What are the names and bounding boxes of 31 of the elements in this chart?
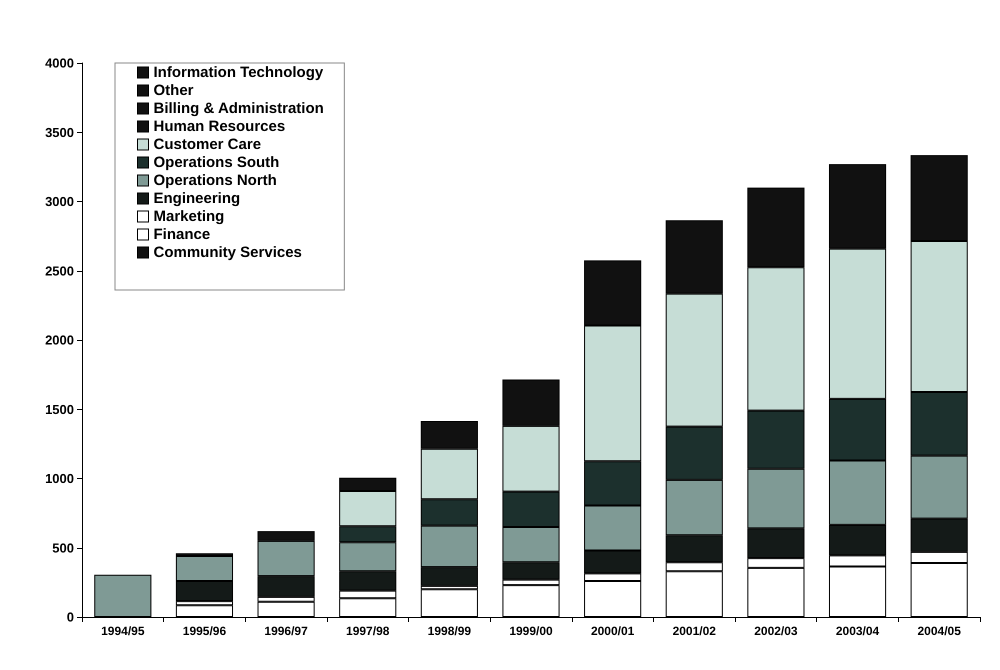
x-tick-label: 1994/95	[101, 624, 145, 638]
y-tick-label: 1500	[45, 402, 74, 417]
legend-label: Customer Care	[154, 136, 262, 153]
y-tick-label: 4000	[45, 56, 74, 70]
x-tick-label: 2000/01	[590, 624, 635, 638]
x-tick-label: 1997/98	[346, 624, 390, 638]
legend-label: Operations South	[154, 154, 280, 171]
legend-label: Finance	[154, 226, 210, 243]
legend-label: Billing & Administration	[154, 100, 324, 117]
legend-label: Engineering	[154, 190, 240, 207]
legend-label: Operations North	[154, 172, 277, 189]
x-tick-label: 2001/02	[672, 624, 716, 638]
y-tick-label: 2000	[45, 332, 74, 348]
x-tick-label: 1995/96	[182, 624, 226, 638]
y-tick-label: 500	[52, 540, 74, 556]
x-tick-label: 1996/97	[264, 624, 308, 638]
y-tick-label: 3500	[45, 124, 74, 140]
x-tick-label: 2002/03	[754, 624, 798, 638]
legend-label: Other	[154, 82, 194, 99]
x-tick-label: 2004/05	[917, 624, 962, 638]
x-tick-label: 2003/04	[836, 624, 880, 638]
y-tick-label: 1000	[45, 471, 74, 486]
y-tick-label: 0	[66, 610, 74, 624]
y-tick-label: 3000	[45, 194, 74, 209]
y-tick-label: 2500	[45, 263, 74, 278]
x-tick-label: 1998/99	[428, 624, 472, 638]
legend-label: Human Resources	[154, 118, 286, 135]
legend-label: Community Services	[154, 244, 302, 261]
legend-label: Marketing	[154, 208, 224, 225]
legend-label: Information Technology	[154, 64, 324, 81]
x-tick-label: 1999/00	[509, 624, 554, 638]
